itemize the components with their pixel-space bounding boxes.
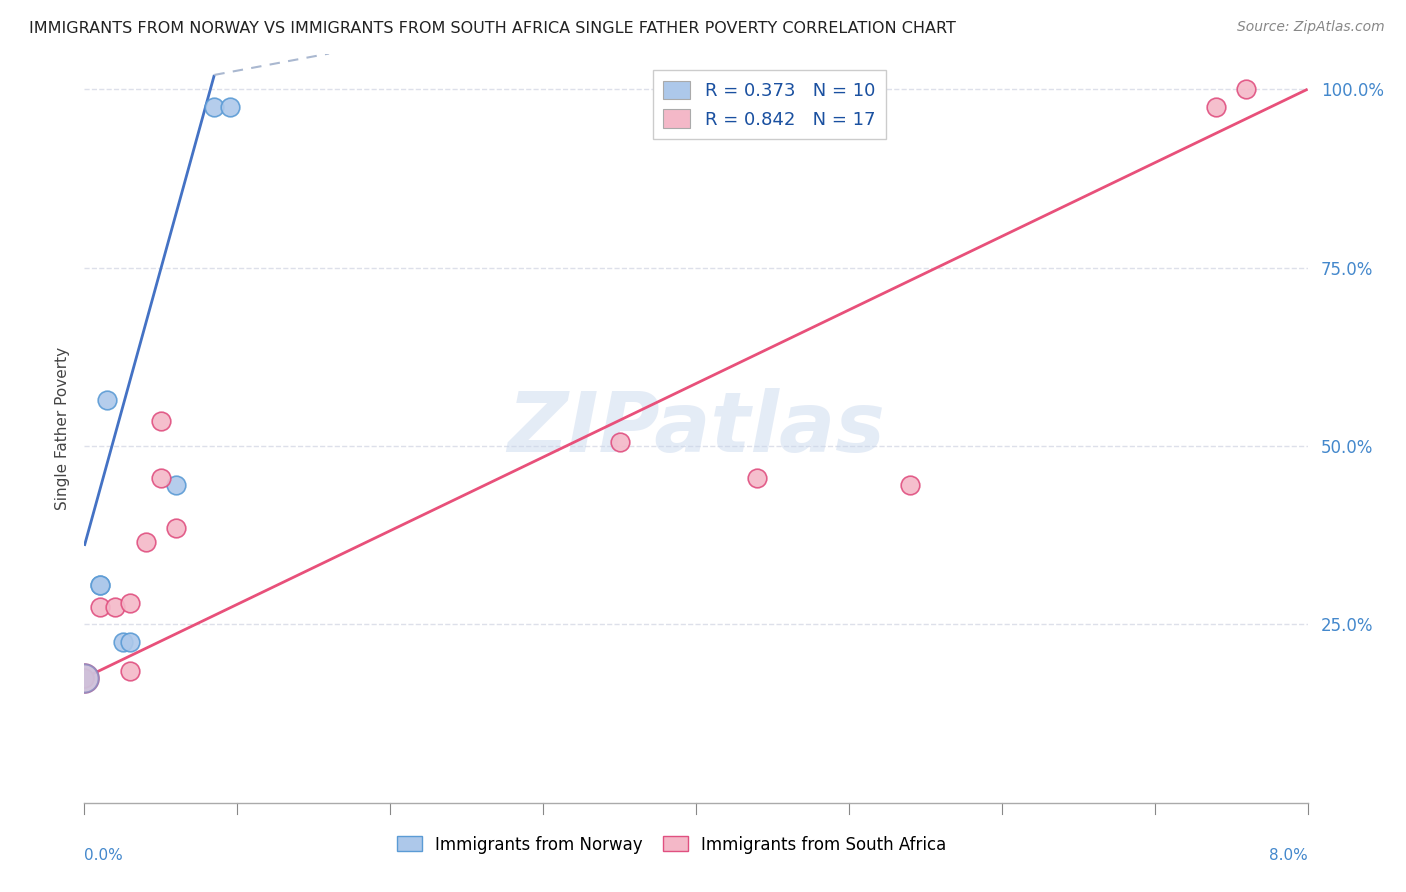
Point [1205,100,1227,114]
Point [747,471,769,485]
Text: 0.0%: 0.0% [84,847,124,863]
Y-axis label: Single Father Poverty: Single Father Poverty [55,347,70,509]
Legend: R = 0.373   N = 10, R = 0.842   N = 17: R = 0.373 N = 10, R = 0.842 N = 17 [652,70,886,139]
Text: ZIPatlas: ZIPatlas [508,388,884,468]
Point [120,635,142,649]
Point [1236,82,1258,96]
Point [73,671,96,685]
Point [898,478,921,492]
Text: Source: ZipAtlas.com: Source: ZipAtlas.com [1237,20,1385,34]
Point [89,578,111,592]
Point [218,100,240,114]
Text: IMMIGRANTS FROM NORWAY VS IMMIGRANTS FROM SOUTH AFRICA SINGLE FATHER POVERTY COR: IMMIGRANTS FROM NORWAY VS IMMIGRANTS FRO… [30,21,956,36]
Point [135,535,157,549]
Point [120,664,142,678]
Text: 8.0%: 8.0% [1268,847,1308,863]
Point [120,596,142,610]
Point [73,671,96,685]
Point [165,478,187,492]
Point [149,414,172,428]
Point [104,599,127,614]
Point [111,635,134,649]
Point [89,578,111,592]
Point [165,521,187,535]
Point [609,435,631,450]
Point [73,671,96,685]
Point [89,599,111,614]
Point [73,671,96,685]
Point [202,100,225,114]
Point [149,471,172,485]
Point [96,392,118,407]
